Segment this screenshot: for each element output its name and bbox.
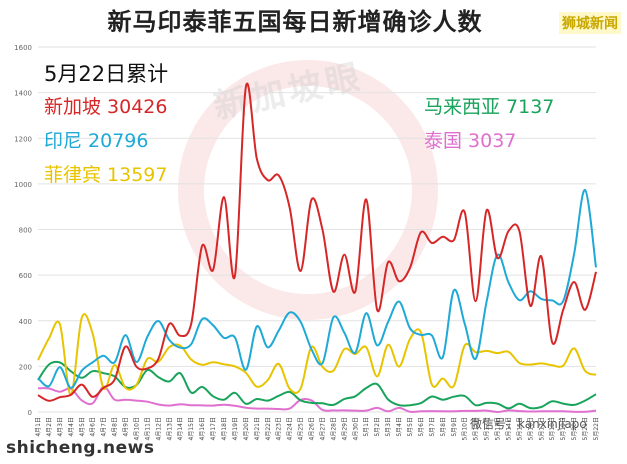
x-tick-label: 4月24日: [287, 417, 294, 440]
x-tick-label: 4月1日: [35, 417, 42, 437]
x-tick-label: 5月4日: [396, 417, 403, 437]
x-tick-label: 4月29日: [341, 417, 348, 440]
x-tick-label: 5月14日: [505, 417, 512, 440]
series-line-thailand: [37, 385, 597, 413]
x-tick-label: 4月13日: [166, 417, 173, 440]
x-tick-label: 5月6日: [418, 417, 425, 437]
x-tick-label: 5月13日: [495, 417, 502, 440]
x-tick-label: 5月5日: [407, 417, 414, 437]
y-tick-label: 200: [19, 363, 32, 371]
x-tick-label: 4月11日: [144, 417, 151, 440]
x-tick-label: 4月2日: [46, 417, 53, 437]
x-tick-label: 5月15日: [516, 417, 523, 440]
x-tick-label: 4月16日: [199, 417, 206, 440]
x-tick-label: 4月12日: [155, 417, 162, 440]
y-tick-label: 600: [19, 272, 32, 280]
x-tick-label: 5月18日: [549, 417, 556, 440]
x-tick-label: 5月10日: [462, 417, 469, 440]
x-tick-label: 5月2日: [374, 417, 381, 437]
x-tick-label: 4月18日: [221, 417, 228, 440]
series-line-philippines: [37, 313, 597, 396]
x-tick-label: 4月15日: [188, 417, 195, 440]
legend-thailand: 泰国 3037: [424, 130, 517, 152]
x-tick-label: 4月23日: [276, 417, 283, 440]
x-tick-label: 5月19日: [560, 417, 567, 440]
x-tick-label: 4月25日: [298, 417, 305, 440]
y-tick-label: 1200: [14, 135, 32, 143]
x-tick-label: 5月9日: [451, 417, 458, 437]
summary-heading: 5月22日累计: [44, 62, 169, 86]
x-tick-label: 5月21日: [582, 417, 589, 440]
x-tick-label: 5月20日: [571, 417, 578, 440]
y-tick-label: 1400: [14, 90, 32, 98]
x-tick-label: 5月17日: [538, 417, 545, 440]
x-tick-label: 4月22日: [265, 417, 272, 440]
chart-title: 新马印泰菲五国每日新增确诊人数: [107, 8, 483, 36]
x-tick-label: 5月7日: [429, 417, 436, 437]
x-tick-label: 5月1日: [363, 417, 370, 437]
y-tick-label: 800: [19, 227, 32, 235]
wechat-id: 微信号：kanxinjiapo: [470, 417, 587, 431]
series-lines: [37, 82, 597, 413]
x-tick-label: 4月9日: [123, 417, 130, 437]
x-tick-label: 5月8日: [440, 417, 447, 437]
series-line-indonesia: [37, 188, 597, 389]
x-tick-label: 4月3日: [57, 417, 64, 437]
x-tick-label: 4月8日: [112, 417, 119, 437]
x-tick-label: 4月7日: [101, 417, 108, 437]
x-tick-label: 4月5日: [79, 417, 86, 437]
x-tick-label: 4月28日: [330, 417, 337, 440]
x-tick-label: 4月4日: [68, 417, 75, 437]
legend-singapore: 新加坡 30426: [44, 96, 168, 118]
site-url: shicheng.news: [6, 438, 155, 458]
y-tick-label: 1000: [14, 181, 32, 189]
x-tick-label: 5月12日: [484, 417, 491, 440]
x-tick-label: 4月21日: [254, 417, 261, 440]
x-axis-tick-labels: 4月1日 4月2日 4月3日 4月4日 4月5日 4月6日 4月7日 4月8日 4月9日 4月10…: [35, 417, 600, 440]
x-tick-label: 4月14日: [177, 417, 184, 440]
x-tick-label: 4月26日: [309, 417, 316, 440]
x-tick-label: 4月10日: [133, 417, 140, 440]
x-tick-label: 4月20日: [243, 417, 250, 440]
legend-indonesia: 印尼 20796: [44, 130, 149, 152]
x-tick-label: 4月17日: [210, 417, 217, 440]
x-tick-label: 5月16日: [527, 417, 534, 440]
x-tick-label: 4月19日: [232, 417, 239, 440]
x-tick-label: 5月3日: [385, 417, 392, 437]
x-tick-label: 5月11日: [473, 417, 480, 440]
x-tick-label: 5月22日: [593, 417, 600, 440]
y-tick-label: 400: [19, 318, 32, 326]
legend-malaysia: 马来西亚 7137: [424, 96, 555, 118]
y-tick-label: 1600: [14, 44, 32, 52]
series-line-singapore: [37, 82, 597, 402]
series-line-malaysia: [37, 360, 597, 410]
legend-philippines: 菲律宾 13597: [44, 164, 168, 186]
x-tick-label: 4月27日: [319, 417, 326, 440]
x-tick-label: 4月6日: [90, 417, 97, 437]
y-axis-tick-labels: 0 200 400 600 800 1000 1200 1400 1600: [14, 44, 32, 417]
y-tick-label: 0: [28, 409, 32, 417]
brand-logo-text: 狮城新闻: [559, 12, 621, 34]
x-tick-label: 4月30日: [352, 417, 359, 440]
